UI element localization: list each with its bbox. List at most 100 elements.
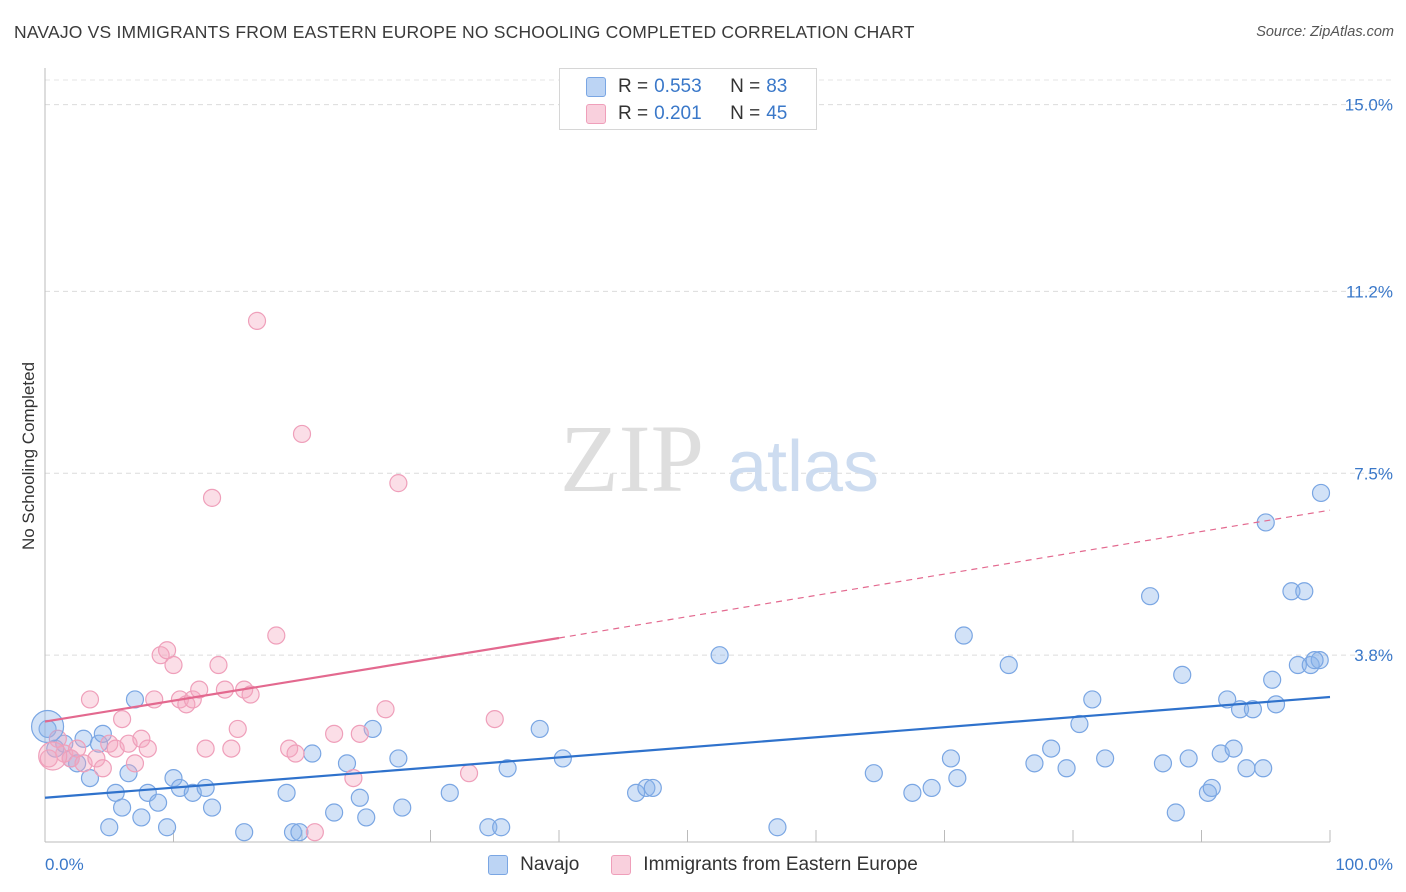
point-navajo-73 (1263, 670, 1282, 689)
bottom-legend-navajo: Navajo (488, 854, 579, 876)
legend-immigrants-r-label: R = (618, 103, 649, 124)
point-navajo-45 (768, 818, 787, 837)
point-navajo-31 (357, 808, 376, 827)
point-immigrants-41 (376, 700, 395, 719)
point-navajo-42 (637, 778, 656, 798)
legend-navajo-r-value: 0.553 (654, 76, 702, 97)
trend-line-navajo (44, 695, 1331, 799)
point-immigrants-44 (485, 709, 504, 729)
legend-swatch-immigrants (586, 104, 606, 124)
x-tick-label-1: 100.0% (1335, 855, 1393, 874)
y-tick-label-3: 15.0% (1345, 96, 1393, 115)
point-navajo-48 (922, 778, 941, 798)
point-immigrants-33 (267, 626, 286, 645)
point-immigrants-29 (228, 719, 247, 739)
series-immigrants (39, 311, 504, 842)
point-navajo-79 (1310, 651, 1329, 670)
gridlines (45, 79, 1392, 656)
point-navajo-54 (1042, 739, 1061, 758)
point-immigrants-27 (215, 680, 234, 699)
legend-navajo-r-label: R = (618, 76, 649, 97)
trend-line-immigrants (44, 636, 560, 723)
point-navajo-81 (1305, 651, 1324, 670)
bottom-legend-immigrants-label: Immigrants from Eastern Europe (643, 854, 918, 875)
point-navajo-75 (1282, 582, 1301, 601)
point-navajo-25 (283, 823, 303, 842)
point-navajo-35 (440, 783, 459, 802)
watermark: ZIP atlas (560, 405, 879, 512)
point-navajo-68 (1224, 739, 1243, 758)
legend-swatch-navajo (586, 77, 606, 97)
point-immigrants-14 (132, 729, 151, 748)
axes (44, 68, 1331, 843)
point-navajo-41 (626, 783, 646, 802)
point-navajo-27 (303, 744, 322, 763)
point-navajo-61 (1166, 803, 1185, 822)
chart-source: Source: ZipAtlas.com (1256, 24, 1394, 40)
point-navajo-22 (202, 798, 222, 817)
point-immigrants-31 (241, 685, 260, 704)
point-navajo-76 (1288, 655, 1307, 675)
point-navajo-24 (277, 783, 296, 802)
point-immigrants-28 (222, 739, 241, 758)
point-immigrants-6 (80, 690, 100, 709)
point-immigrants-43 (459, 764, 479, 783)
watermark-atlas: atlas (727, 427, 879, 507)
point-immigrants-8 (93, 759, 112, 778)
point-navajo-44 (710, 646, 729, 665)
point-navajo-71 (1243, 700, 1263, 719)
point-navajo-72 (1256, 513, 1275, 532)
y-tick-label-0: 3.8% (1354, 646, 1393, 665)
series-navajo (38, 483, 1331, 842)
y-tick-label-1: 7.5% (1354, 464, 1393, 483)
point-immigrants-15 (138, 739, 157, 758)
point-immigrants-19 (164, 655, 183, 675)
y-tick-label-2: 11.2% (1346, 282, 1393, 301)
chart-title: NAVAJO VS IMMIGRANTS FROM EASTERN EUROPE… (14, 22, 915, 42)
legend-row-immigrants: R = 0.201 N = 45 (586, 101, 787, 127)
trend-lines (44, 509, 1331, 799)
point-navajo-77 (1295, 582, 1314, 601)
point-immigrants-11 (112, 709, 132, 729)
point-navajo-60 (1153, 754, 1173, 773)
point-navajo-53 (1025, 754, 1044, 773)
bottom-legend: Navajo Immigrants from Eastern Europe (0, 851, 1406, 879)
y-tick-labels: 3.8% 7.5% 11.2% 15.0% (1345, 96, 1393, 666)
point-navajo-43 (643, 778, 662, 798)
point-navajo-16 (148, 793, 168, 812)
point-navajo-30 (350, 788, 369, 807)
point-navajo-49 (941, 749, 961, 768)
point-navajo-37 (492, 818, 511, 837)
legend-immigrants-n-label: N = (730, 103, 761, 124)
point-immigrants-37 (305, 823, 324, 842)
point-navajo-63 (1179, 749, 1198, 768)
legend-immigrants-n-value: 45 (766, 103, 788, 124)
point-navajo-cluster (30, 709, 65, 744)
point-navajo-7 (89, 734, 109, 753)
point-navajo-9 (100, 818, 119, 837)
point-navajo-12 (119, 764, 138, 783)
x-tick-label-0: 0.0% (45, 855, 84, 874)
point-immigrants-23 (190, 680, 209, 699)
point-navajo-38 (498, 759, 517, 778)
point-navajo-21 (196, 778, 215, 798)
legend-immigrants-r-value: 0.201 (654, 103, 702, 124)
point-immigrants-13 (125, 754, 145, 773)
point-navajo-58 (1096, 749, 1115, 768)
point-navajo-39 (530, 719, 549, 739)
point-navajo-36 (479, 818, 498, 837)
point-navajo-59 (1140, 587, 1160, 606)
point-navajo-47 (903, 783, 922, 802)
point-navajo-26 (290, 823, 309, 842)
bottom-legend-navajo-label: Navajo (520, 854, 580, 875)
point-navajo-33 (389, 749, 408, 768)
point-navajo-34 (393, 798, 412, 817)
point-navajo-80 (1311, 483, 1331, 503)
point-navajo-70 (1237, 759, 1256, 778)
point-navajo-17 (157, 818, 177, 837)
data-points (30, 311, 1331, 842)
point-navajo-23 (235, 823, 254, 842)
point-immigrants-24 (196, 739, 215, 758)
point-navajo-52 (999, 655, 1018, 675)
